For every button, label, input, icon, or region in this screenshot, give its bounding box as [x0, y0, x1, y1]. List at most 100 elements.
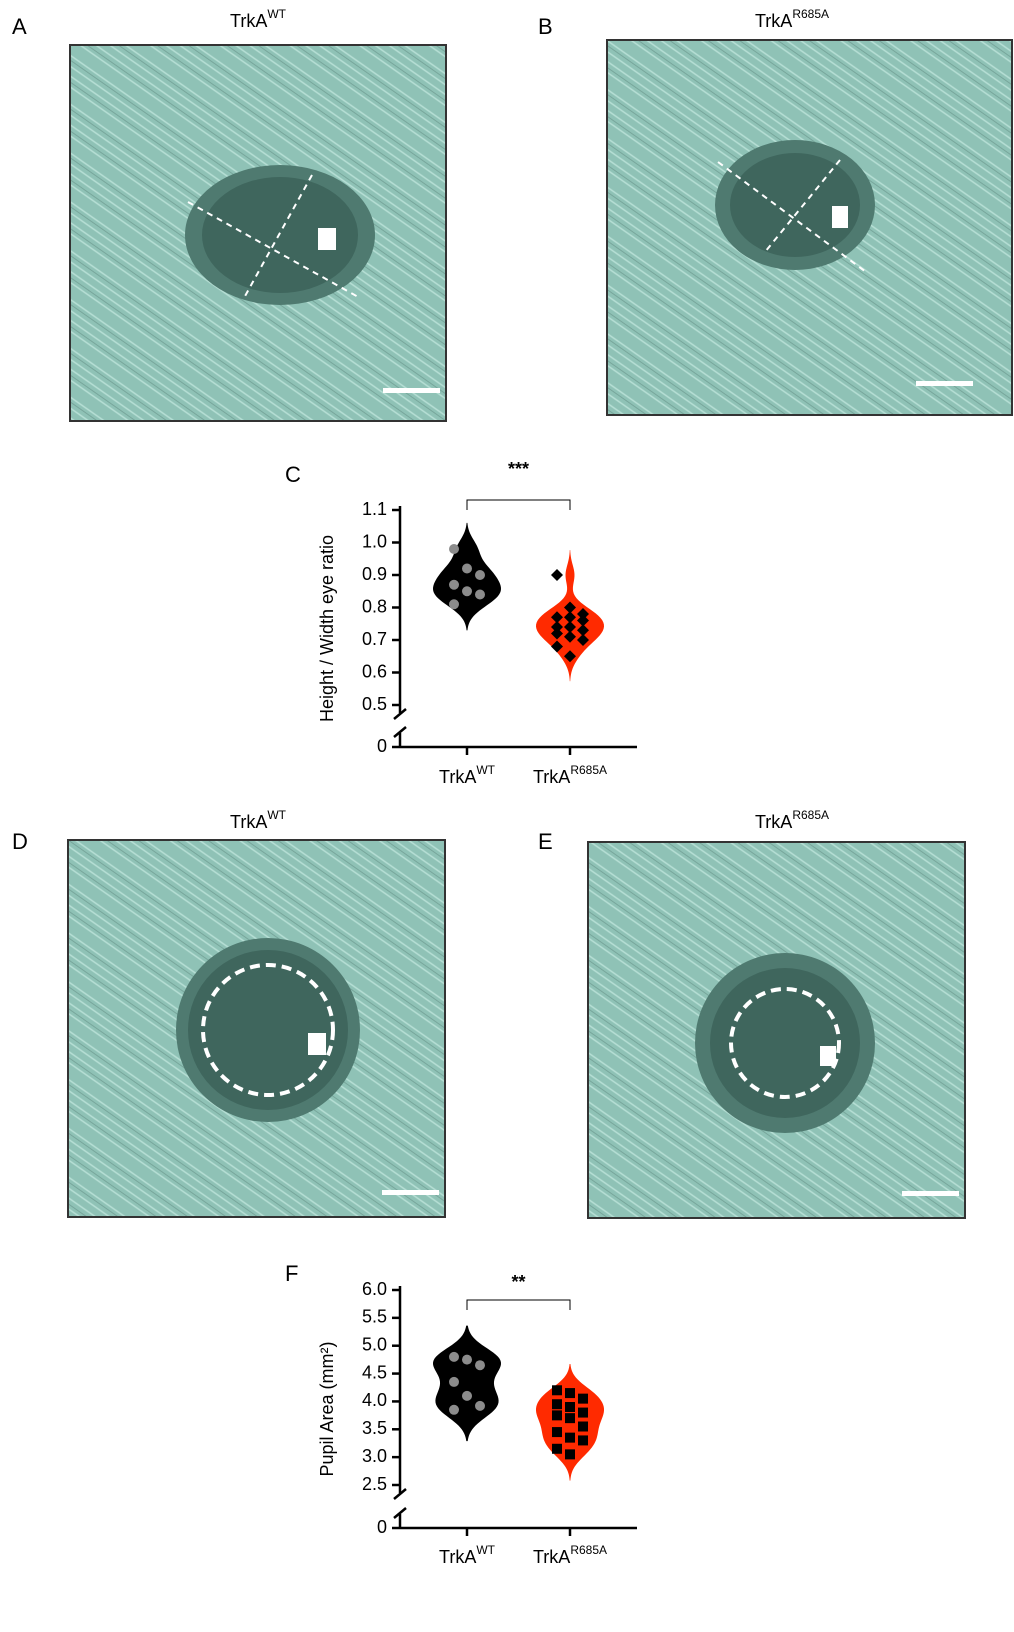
data-point: [564, 611, 576, 624]
violin: [433, 1325, 501, 1442]
data-point: [578, 1421, 588, 1432]
data-point: [565, 1388, 575, 1399]
photo-a: A TrkAWT: [12, 7, 447, 422]
category-sup: R685A: [570, 763, 607, 777]
data-point: [564, 630, 576, 643]
y-tick-label: 0.5: [362, 694, 387, 714]
photo-d: D TrkAWT: [12, 808, 446, 1218]
significance: ***: [508, 459, 529, 479]
data-point: [475, 1360, 485, 1371]
charts: C 0.5 0.6 0.7 0.8 0.9 1.0 1.1 0 Height / Width ey…: [285, 459, 637, 1567]
category-base: TrkA: [533, 767, 570, 787]
photo-b: B TrkAR685A: [538, 7, 1013, 416]
data-point: [462, 1390, 472, 1401]
panel-label: A: [12, 14, 27, 39]
data-point: [577, 634, 589, 646]
data-point: [475, 570, 485, 580]
y-tick-label: 1.0: [362, 531, 387, 551]
data-point: [462, 586, 472, 597]
data-point: [552, 1443, 562, 1454]
data-point: [564, 601, 576, 614]
y-tick-label: 3.0: [362, 1446, 387, 1466]
data-point: [449, 1351, 459, 1362]
y-tick-label: 5.5: [362, 1307, 387, 1327]
data-point: [578, 1407, 588, 1418]
y-tick-label: 0: [377, 736, 387, 756]
violin: [433, 522, 501, 631]
panel-label: D: [12, 829, 28, 854]
data-point: [551, 627, 563, 640]
title-sup: R685A: [792, 7, 829, 21]
y-tick-label: 0: [377, 1517, 387, 1537]
x-tick-label: TrkAR685A: [533, 1543, 607, 1567]
y-tick-label: 0.6: [362, 661, 387, 681]
data-point: [552, 1385, 562, 1396]
y-tick-label: 6.0: [362, 1279, 387, 1299]
panel-title: TrkAWT: [230, 7, 287, 31]
panel-title: TrkAR685A: [755, 808, 829, 832]
category-base: TrkA: [533, 1547, 570, 1567]
category-sup: WT: [476, 1543, 495, 1557]
title-base: TrkA: [230, 11, 267, 31]
data-point: [551, 621, 563, 633]
data-point: [564, 650, 576, 663]
data-point: [449, 599, 459, 610]
data-point: [551, 569, 563, 581]
y-tick-label: 2.5: [362, 1474, 387, 1494]
data-point: [565, 1413, 575, 1424]
data-point: [552, 1399, 562, 1410]
data-point: [475, 1400, 485, 1411]
data-point: [564, 621, 576, 633]
x-tick-label: TrkAWT: [439, 763, 496, 787]
data-point: [578, 1393, 588, 1404]
photo-e: E TrkAR685A: [538, 808, 966, 1219]
title-base: TrkA: [755, 11, 792, 31]
y-tick-label: 0.9: [362, 564, 387, 584]
y-axis-label: Height / Width eye ratio: [317, 535, 337, 722]
data-point: [552, 1427, 562, 1438]
data-point: [449, 1376, 459, 1387]
y-axis-label: Pupil Area (mm²): [317, 1341, 337, 1476]
y-tick-label: 4.0: [362, 1390, 387, 1410]
significance-bracket: [466, 499, 571, 510]
panel-title: TrkAR685A: [755, 7, 829, 31]
x-tick-label: TrkAR685A: [533, 763, 607, 787]
significance: **: [511, 1272, 525, 1292]
category-sup: WT: [476, 763, 495, 777]
title-base: TrkA: [230, 812, 267, 832]
title-sup: WT: [267, 7, 286, 21]
panel-title: TrkAWT: [230, 808, 287, 832]
y-tick-label: 1.1: [362, 499, 387, 519]
category-base: TrkA: [439, 1547, 476, 1567]
data-point: [565, 1402, 575, 1412]
data-point: [449, 579, 459, 590]
data-point: [551, 640, 563, 653]
title-sup: WT: [267, 808, 286, 822]
data-point: [577, 614, 589, 627]
panel-label: E: [538, 829, 553, 854]
data-point: [449, 544, 459, 554]
category-base: TrkA: [439, 767, 476, 787]
axis-break: [393, 708, 407, 738]
title-sup: R685A: [792, 808, 829, 822]
category-sup: R685A: [570, 1543, 607, 1557]
data-point: [462, 1354, 472, 1365]
y-tick-label: 3.5: [362, 1418, 387, 1438]
panel-label: B: [538, 14, 553, 39]
data-point: [551, 611, 563, 624]
data-point: [565, 1432, 575, 1443]
data-point: [578, 1435, 588, 1446]
y-tick-label: 5.0: [362, 1334, 387, 1354]
data-point: [462, 563, 472, 574]
data-point: [577, 608, 589, 620]
data-point: [577, 624, 589, 637]
y-tick-label: 0.7: [362, 629, 387, 649]
significance-bracket: [466, 1299, 571, 1310]
data-point: [552, 1410, 562, 1421]
data-point: [565, 1449, 575, 1460]
axis-break: [393, 1488, 407, 1519]
x-tick-label: TrkAWT: [439, 1543, 496, 1567]
data-point: [475, 589, 485, 600]
y-tick-label: 4.5: [362, 1362, 387, 1382]
